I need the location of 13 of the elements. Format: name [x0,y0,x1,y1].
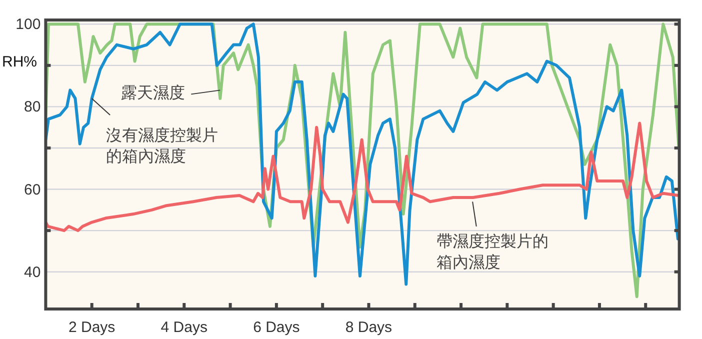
x-tick-label: 2 Days [68,319,116,336]
y-tick-label: 60 [24,181,41,198]
annotation: 沒有濕度控製片的箱內濕度 [106,126,218,166]
x-tick-label: 8 Days [345,319,392,336]
x-tick-label: 4 Days [160,319,208,336]
y-tick-label: 80 [24,98,41,116]
annotation: 露天濕度 [121,84,186,102]
annotation: 帶濕度控製片的箱內濕度 [436,232,549,272]
y-tick-label: 100 [16,16,41,34]
y-tick-label: 40 [24,264,41,281]
y-axis-title: RH% [2,53,38,70]
x-tick-label: 6 Days [253,319,300,336]
line-series [46,122,680,232]
